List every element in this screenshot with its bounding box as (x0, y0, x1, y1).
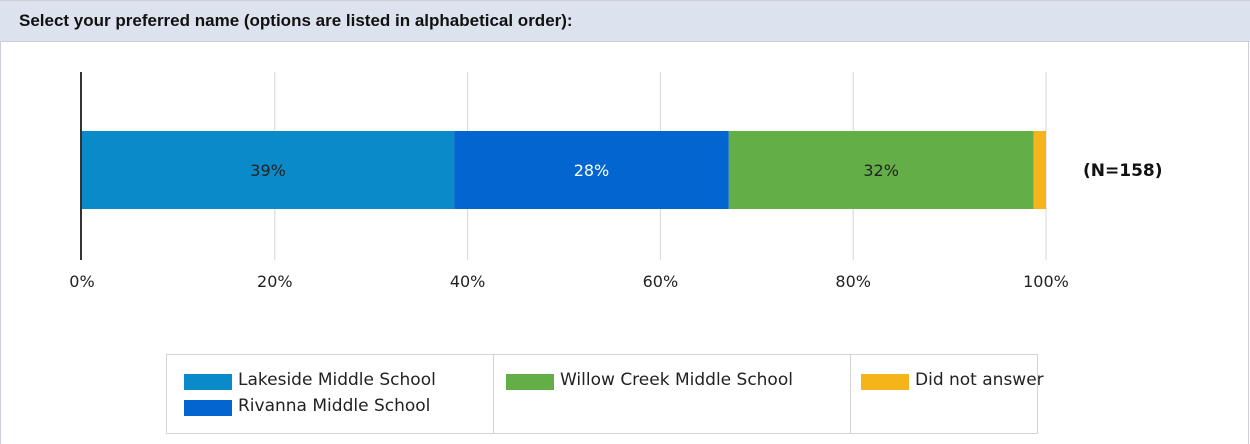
data-label-1: 28% (574, 161, 610, 180)
x-tick-label-0: 0% (69, 272, 94, 291)
data-label-0: 39% (250, 161, 286, 180)
question-header: Select your preferred name (options are … (0, 0, 1250, 42)
legend-swatch-willow-creek (506, 374, 554, 390)
x-tick-label-1: 20% (257, 272, 293, 291)
legend-label-rivanna: Rivanna Middle School (238, 396, 431, 416)
question-title: Select your preferred name (options are … (19, 11, 573, 30)
legend-swatch-rivanna (184, 400, 232, 416)
legend-label-willow-creek: Willow Creek Middle School (560, 370, 793, 390)
chart-legend: Lakeside Middle School Rivanna Middle Sc… (166, 354, 1044, 434)
bar-segment-0 (82, 131, 455, 209)
legend-swatch-lakeside (184, 374, 232, 390)
x-tick-label-4: 80% (835, 272, 871, 291)
bar-segment-3 (1033, 131, 1046, 209)
legend-label-lakeside: Lakeside Middle School (238, 370, 436, 390)
legend-column-2: Willow Creek Middle School (494, 355, 851, 433)
legend-swatch-did-not-answer (861, 374, 909, 390)
data-label-2: 32% (863, 161, 899, 180)
sample-size-annotation: (N=158) (1083, 161, 1163, 181)
stacked-bar-chart: 39% 28% 32% 0% 20% 40% 60% 80% 100% (N=158) (69, 72, 1163, 291)
bar-segment-2 (728, 131, 1034, 209)
legend-column-3: Did not answer (851, 355, 1044, 433)
bar-segment-1 (454, 131, 729, 209)
legend-column-1: Lakeside Middle School Rivanna Middle Sc… (167, 355, 494, 433)
x-tick-label-5: 100% (1023, 272, 1069, 291)
x-tick-label-3: 60% (643, 272, 679, 291)
x-tick-label-2: 40% (450, 272, 486, 291)
legend-label-did-not-answer: Did not answer (915, 370, 1044, 390)
